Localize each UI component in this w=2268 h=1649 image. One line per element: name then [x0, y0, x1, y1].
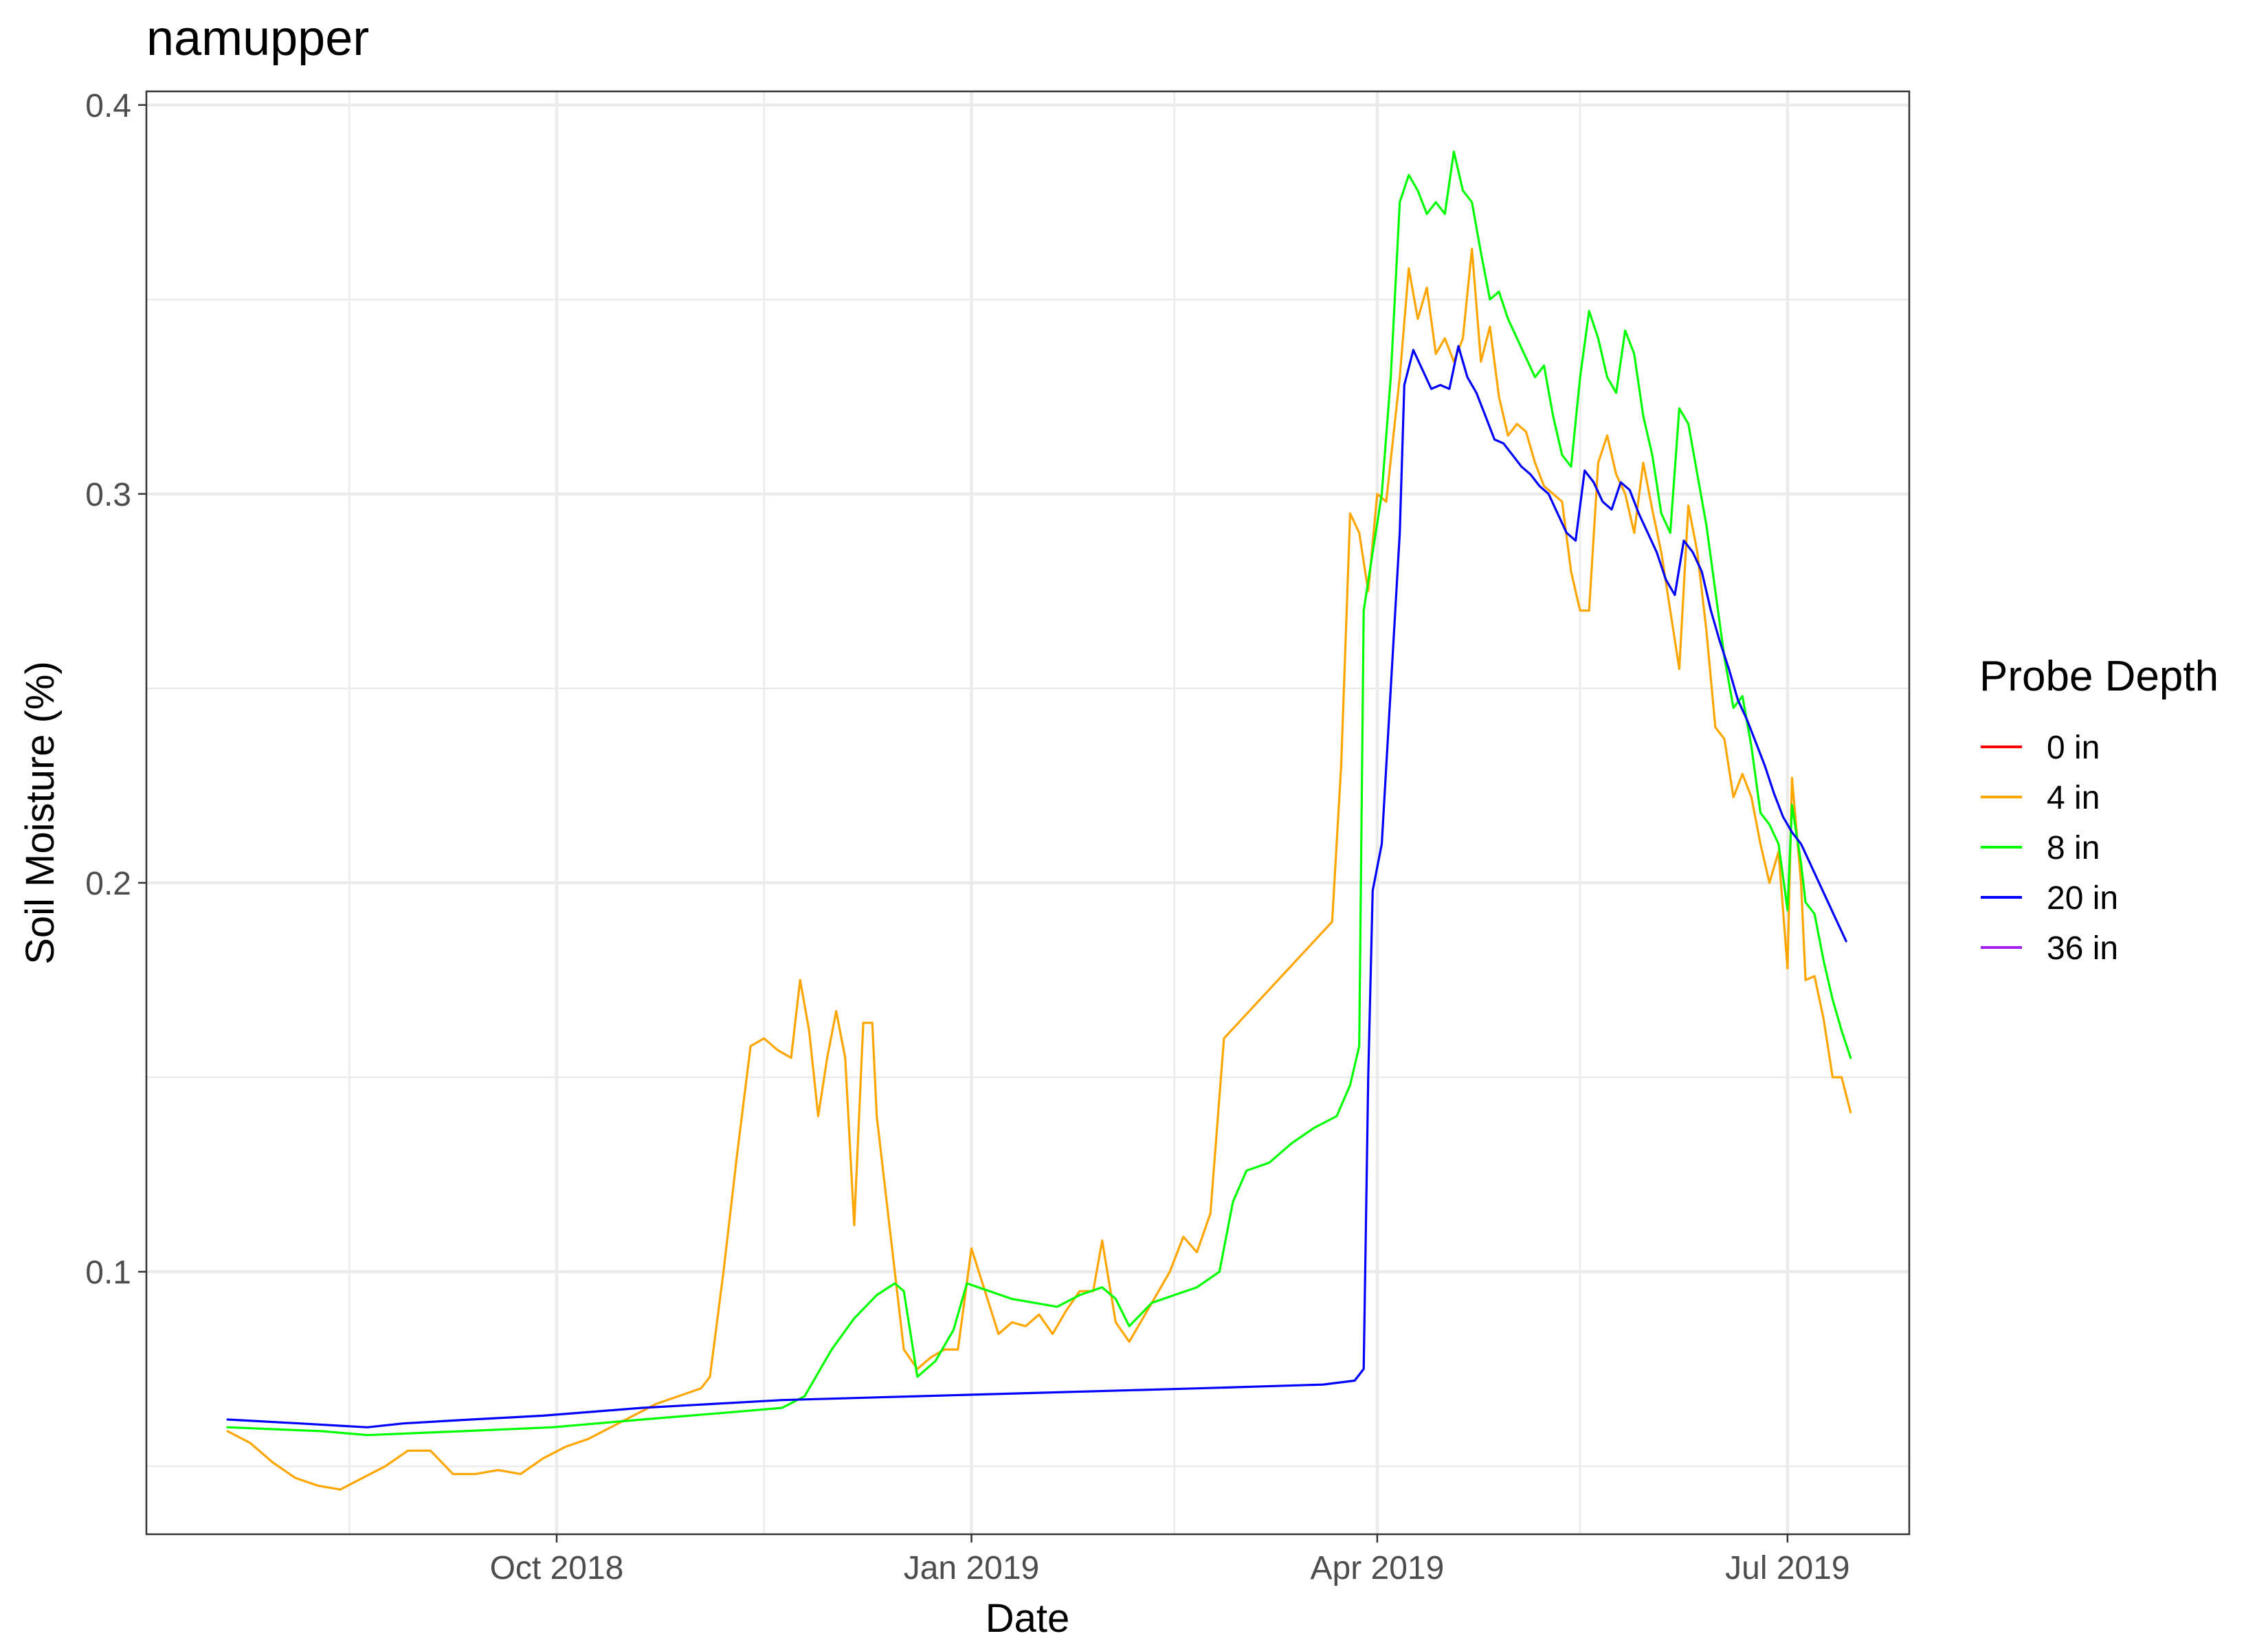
legend-label: 36 in — [2047, 930, 2118, 967]
y-tick-label: 0.4 — [85, 88, 131, 124]
series-line-8-in — [226, 150, 1852, 1437]
y-tick-label: 0.1 — [85, 1255, 131, 1291]
x-tick-label: Jan 2019 — [904, 1550, 1040, 1586]
series-lines — [226, 150, 1852, 1491]
legend-title: Probe Depth — [1979, 653, 2219, 700]
legend-label: 8 in — [2047, 830, 2100, 866]
legend-label: 20 in — [2047, 880, 2118, 917]
y-axis: 0.1 0.2 0.3 0.4 — [85, 88, 146, 1291]
x-axis: Oct 2018 Jan 2019 Apr 2019 Jul 2019 — [490, 1534, 1850, 1586]
y-tick-label: 0.3 — [85, 477, 131, 513]
y-axis-title: Soil Moisture (%) — [18, 661, 63, 965]
series-line-4-in — [226, 247, 1852, 1491]
panel-border — [145, 90, 1911, 1536]
legend-label: 0 in — [2047, 730, 2100, 766]
legend: Probe Depth 0 in 4 in 8 in 20 in 36 in — [1979, 653, 2219, 967]
grid — [146, 91, 1909, 1534]
x-axis-title: Date — [986, 1596, 1070, 1641]
y-tick-label: 0.2 — [85, 866, 131, 902]
x-tick-label: Apr 2019 — [1311, 1550, 1445, 1586]
x-tick-label: Oct 2018 — [490, 1550, 624, 1586]
chart-title: namupper — [146, 11, 369, 66]
x-tick-label: Jul 2019 — [1725, 1550, 1849, 1586]
legend-label: 4 in — [2047, 780, 2100, 816]
series-line-20-in — [226, 345, 1847, 1428]
